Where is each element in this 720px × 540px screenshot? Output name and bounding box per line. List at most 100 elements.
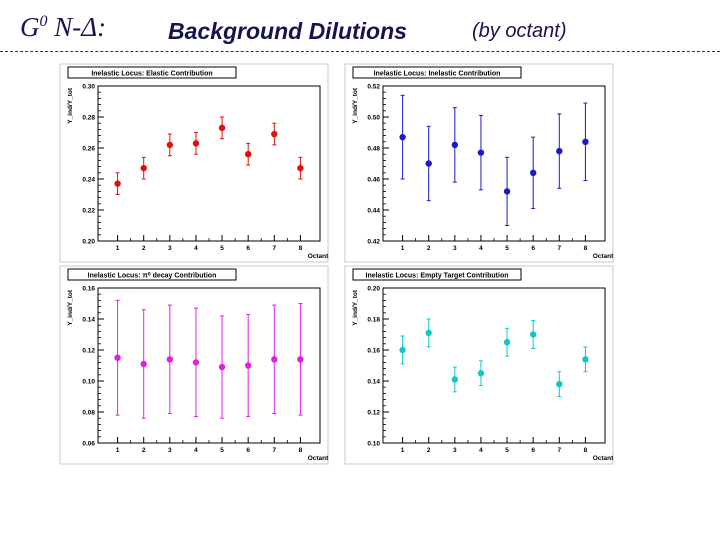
chart-2-xtick-label-6: 7 <box>272 447 276 454</box>
chart-3-title: Inelastic Locus: Empty Target Contributi… <box>366 273 509 280</box>
chart-3-ytick-label-5: 0.20 <box>367 286 380 293</box>
chart-2-xtick-label-3: 4 <box>194 447 198 454</box>
chart-2-xtick-label-4: 5 <box>220 447 224 454</box>
chart-3-title-box <box>352 268 522 281</box>
chart-2-xtick-label-0: 1 <box>116 447 120 454</box>
chart-2-ytick-label-3: 0.12 <box>82 348 95 355</box>
page-title: Background Dilutions <box>168 18 407 44</box>
chart-panel-1: Inelastic Locus: Inelastic Contribution 0… <box>344 63 614 263</box>
chart-1-xlabel: Octant <box>593 253 614 260</box>
chart-1-title-box <box>352 66 522 79</box>
chart-3-point-5 <box>529 331 537 338</box>
chart-3-ytick-label-1: 0.12 <box>367 410 380 417</box>
chart-1-ylabel: Y_ind/Y_tot <box>352 87 359 124</box>
header-g0-label: G0 N-Δ: <box>20 12 106 43</box>
chart-0-point-7 <box>297 164 304 172</box>
chart-0-xtick-label-4: 5 <box>220 245 224 252</box>
chart-0-point-0 <box>114 180 121 187</box>
chart-0-point-1 <box>140 164 147 172</box>
chart-1-xtick-label-1: 2 <box>427 245 431 252</box>
chart-2-xtick-label-5: 6 <box>246 447 250 454</box>
chart-0-xtick-label-7: 8 <box>299 245 303 252</box>
chart-2-title: Inelastic Locus: π⁰ decay Contribution <box>88 272 217 280</box>
chart-0-title-box <box>67 66 237 79</box>
chart-1-xtick-label-7: 8 <box>584 245 588 252</box>
chart-2-xtick-label-7: 8 <box>299 447 303 454</box>
chart-0-point-2 <box>166 141 174 149</box>
chart-3-xlabel: Octant <box>593 455 614 462</box>
chart-2-xtick-label-1: 2 <box>142 447 146 454</box>
chart-3-ytick-label-4: 0.18 <box>367 317 380 324</box>
chart-panel-1-background <box>344 63 614 263</box>
chart-1-point-3 <box>477 149 485 156</box>
chart-2-point-7 <box>297 356 304 363</box>
header-divider <box>0 51 720 52</box>
chart-3-xtick-label-1: 2 <box>427 447 431 454</box>
chart-1-ytick-label-3: 0.48 <box>367 146 380 153</box>
chart-2-point-5 <box>244 362 252 369</box>
chart-0-ytick-label-4: 0.28 <box>82 115 95 122</box>
chart-1-xtick-label-6: 7 <box>557 245 561 252</box>
chart-1-xtick-label-4: 5 <box>505 245 509 252</box>
chart-0-ytick-label-1: 0.22 <box>82 208 95 215</box>
chart-1-xtick-label-3: 4 <box>479 245 483 252</box>
chart-1-title: Inelastic Locus: Inelastic Contribution <box>374 71 501 78</box>
chart-3-point-0 <box>399 346 406 354</box>
chart-3-xtick-label-0: 1 <box>401 447 405 454</box>
chart-panel-0-background <box>59 63 329 263</box>
chart-1-point-6 <box>556 147 563 155</box>
chart-3-ytick-label-0: 0.10 <box>367 441 380 448</box>
chart-0-xlabel: Octant <box>308 253 329 260</box>
chart-2-point-1 <box>140 360 147 368</box>
chart-1-ytick-label-0: 0.42 <box>367 239 380 246</box>
chart-3-point-1 <box>425 329 432 337</box>
chart-2-point-0 <box>114 354 121 361</box>
chart-3-point-6 <box>556 380 563 388</box>
chart-0-ylabel: Y_ind/Y_tot <box>67 87 74 124</box>
chart-3-point-7 <box>582 356 589 363</box>
chart-2-ytick-label-5: 0.16 <box>82 286 95 293</box>
chart-0-xtick-label-5: 6 <box>246 245 250 252</box>
chart-1-xtick-label-2: 3 <box>453 245 457 252</box>
chart-1-point-0 <box>399 133 406 141</box>
chart-0-xtick-label-6: 7 <box>272 245 276 252</box>
chart-panel-3: Inelastic Locus: Empty Target Contributi… <box>344 265 614 465</box>
chart-3-xtick-label-5: 6 <box>531 447 535 454</box>
chart-1-ytick-label-5: 0.52 <box>367 84 380 91</box>
chart-3-point-3 <box>477 370 485 377</box>
chart-0-ytick-label-2: 0.24 <box>82 177 95 184</box>
header-g0-superscript: 0 <box>39 13 48 30</box>
chart-panel-2: Inelastic Locus: π⁰ decay Contribution 0.… <box>59 265 329 465</box>
chart-3-xtick-label-4: 5 <box>505 447 509 454</box>
chart-3-point-2 <box>451 376 459 383</box>
chart-2-xlabel: Octant <box>308 455 329 462</box>
chart-2-point-3 <box>192 359 200 366</box>
chart-1-xtick-label-0: 1 <box>401 245 405 252</box>
chart-3-xtick-label-6: 7 <box>557 447 561 454</box>
chart-2-point-4 <box>218 363 226 371</box>
chart-2-point-2 <box>166 356 174 363</box>
chart-2-ytick-label-4: 0.14 <box>82 317 95 324</box>
chart-2-ytick-label-2: 0.10 <box>82 379 95 386</box>
chart-3-ylabel: Y_ind/Y_tot <box>352 289 359 326</box>
header-g0-symbol: G <box>20 12 40 42</box>
chart-0-point-5 <box>244 151 252 158</box>
chart-2-ytick-label-1: 0.08 <box>82 410 95 417</box>
chart-2-ylabel: Y_ind/Y_tot <box>67 289 74 326</box>
chart-3-xtick-label-7: 8 <box>584 447 588 454</box>
chart-1-ytick-label-2: 0.46 <box>367 177 380 184</box>
chart-0-point-6 <box>271 130 278 138</box>
chart-3-ytick-label-3: 0.16 <box>367 348 380 355</box>
chart-3-xtick-label-2: 3 <box>453 447 457 454</box>
chart-0-point-4 <box>218 124 226 132</box>
chart-2-title-box <box>67 268 237 281</box>
chart-0-title: Inelastic Locus: Elastic Contribution <box>91 71 212 78</box>
chart-0-xtick-label-1: 2 <box>142 245 146 252</box>
chart-0-ytick-label-0: 0.20 <box>82 239 95 246</box>
chart-2-xtick-label-2: 3 <box>168 447 172 454</box>
chart-0-xtick-label-0: 1 <box>116 245 120 252</box>
chart-panel-0: Inelastic Locus: Elastic Contribution 0.2… <box>59 63 329 263</box>
chart-3-xtick-label-3: 4 <box>479 447 483 454</box>
chart-1-point-4 <box>503 188 511 195</box>
chart-0-ytick-label-3: 0.26 <box>82 146 95 153</box>
